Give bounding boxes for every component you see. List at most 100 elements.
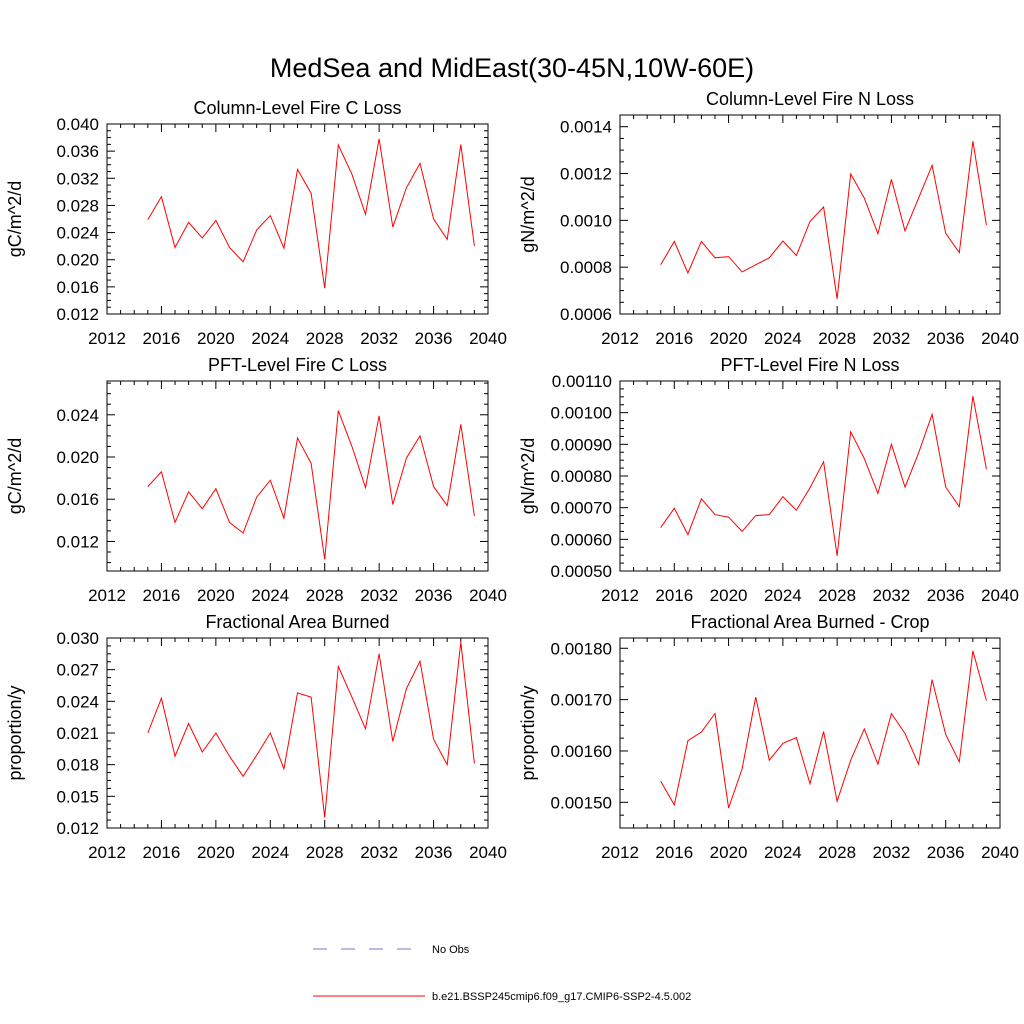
y-tick-label: 0.024 bbox=[56, 406, 99, 425]
x-tick-label: 2016 bbox=[143, 586, 181, 605]
x-tick-label: 2028 bbox=[306, 586, 344, 605]
x-tick-label: 2028 bbox=[818, 329, 856, 348]
x-tick-label: 2032 bbox=[873, 329, 911, 348]
y-tick-label: 0.024 bbox=[56, 224, 99, 243]
y-tick-label: 0.015 bbox=[56, 787, 99, 806]
y-axis-label: gC/m^2/d bbox=[5, 438, 25, 514]
series-line bbox=[660, 396, 987, 556]
x-tick-label: 2016 bbox=[143, 843, 181, 862]
x-tick-label: 2020 bbox=[197, 586, 235, 605]
y-tick-label: 0.0006 bbox=[560, 305, 612, 324]
y-tick-label: 0.00050 bbox=[551, 562, 612, 581]
x-tick-label: 2016 bbox=[143, 329, 181, 348]
x-tick-label: 2012 bbox=[88, 586, 126, 605]
y-axis-label: gC/m^2/d bbox=[5, 181, 25, 257]
y-tick-label: 0.028 bbox=[56, 196, 99, 215]
x-tick-label: 2036 bbox=[415, 843, 453, 862]
y-tick-label: 0.012 bbox=[56, 819, 99, 838]
series-line bbox=[147, 642, 475, 818]
chart-panel: PFT-Level Fire C Loss gC/m^2/d 2012 2016 202… bbox=[5, 355, 507, 605]
y-tick-label: 0.016 bbox=[56, 490, 99, 509]
plot-frame bbox=[619, 637, 1001, 829]
chart-panel: Column-Level Fire N Loss gN/m^2/d 2012 2016… bbox=[518, 89, 1019, 348]
y-tick-label: 0.012 bbox=[56, 532, 99, 551]
x-tick-label: 2032 bbox=[360, 586, 398, 605]
x-tick-label: 2020 bbox=[710, 586, 748, 605]
chart-title: Column-Level Fire C Loss bbox=[193, 98, 401, 118]
y-tick-label: 0.00070 bbox=[551, 499, 612, 518]
y-tick-label: 0.00180 bbox=[551, 639, 612, 658]
y-tick-label: 0.00160 bbox=[551, 742, 612, 761]
x-tick-label: 2016 bbox=[655, 843, 693, 862]
chart-panel: Fractional Area Burned proportion/y 2012 20… bbox=[5, 612, 507, 862]
x-tick-label: 2024 bbox=[764, 586, 802, 605]
y-tick-label: 0.0010 bbox=[560, 211, 612, 230]
y-tick-label: 0.0014 bbox=[560, 118, 612, 137]
chart-panels: Column-Level Fire C Loss gC/m^2/d 2012 2016… bbox=[5, 89, 1019, 862]
x-tick-label: 2036 bbox=[415, 586, 453, 605]
y-tick-label: 0.027 bbox=[56, 661, 99, 680]
figure-title: MedSea and MidEast(30-45N,10W-60E) bbox=[270, 53, 754, 83]
chart-title: PFT-Level Fire C Loss bbox=[208, 355, 387, 375]
chart-title: Column-Level Fire N Loss bbox=[706, 89, 914, 109]
legend: No Obs b.e21.BSSP245cmip6.f09_g17.CMIP6-… bbox=[313, 944, 691, 1003]
x-tick-label: 2020 bbox=[710, 843, 748, 862]
x-tick-label: 2028 bbox=[818, 586, 856, 605]
chart-title: Fractional Area Burned - Crop bbox=[690, 612, 929, 632]
series-line bbox=[660, 650, 987, 809]
x-tick-label: 2032 bbox=[873, 586, 911, 605]
x-tick-label: 2016 bbox=[655, 329, 693, 348]
legend-model-label: b.e21.BSSP245cmip6.f09_g17.CMIP6-SSP2-4.… bbox=[432, 991, 691, 1003]
plot-frame bbox=[106, 637, 489, 829]
y-tick-label: 0.00150 bbox=[551, 793, 612, 812]
y-tick-label: 0.0008 bbox=[560, 258, 612, 277]
y-tick-label: 0.036 bbox=[56, 142, 99, 161]
y-tick-label: 0.00060 bbox=[551, 530, 612, 549]
x-tick-label: 2020 bbox=[710, 329, 748, 348]
x-tick-label: 2036 bbox=[927, 329, 965, 348]
series-line bbox=[660, 141, 987, 299]
x-tick-label: 2040 bbox=[981, 329, 1019, 348]
y-tick-label: 0.00100 bbox=[551, 404, 612, 423]
series-line bbox=[147, 138, 475, 289]
x-tick-label: 2020 bbox=[197, 329, 235, 348]
y-tick-label: 0.00080 bbox=[551, 467, 612, 486]
plot-frame bbox=[619, 114, 1001, 315]
x-tick-label: 2012 bbox=[88, 843, 126, 862]
chart-panel: Fractional Area Burned - Crop proportion/… bbox=[518, 612, 1019, 862]
x-tick-label: 2028 bbox=[818, 843, 856, 862]
chart-title: PFT-Level Fire N Loss bbox=[720, 355, 899, 375]
y-axis-label: proportion/y bbox=[518, 685, 538, 780]
x-tick-label: 2024 bbox=[251, 329, 289, 348]
x-tick-label: 2040 bbox=[469, 329, 507, 348]
x-tick-label: 2024 bbox=[764, 843, 802, 862]
chart-panel: PFT-Level Fire N Loss gN/m^2/d 2012 2016 202… bbox=[518, 355, 1019, 605]
y-tick-label: 0.00110 bbox=[552, 372, 612, 391]
y-tick-label: 0.040 bbox=[56, 115, 99, 134]
x-tick-label: 2032 bbox=[360, 329, 398, 348]
y-tick-label: 0.021 bbox=[56, 724, 99, 743]
plot-frame bbox=[619, 380, 1001, 572]
y-axis-label: gN/m^2/d bbox=[518, 176, 538, 252]
x-tick-label: 2012 bbox=[88, 329, 126, 348]
x-tick-label: 2024 bbox=[251, 843, 289, 862]
x-tick-label: 2028 bbox=[306, 329, 344, 348]
y-tick-label: 0.0012 bbox=[560, 165, 612, 184]
x-tick-label: 2020 bbox=[197, 843, 235, 862]
x-tick-label: 2032 bbox=[360, 843, 398, 862]
x-tick-label: 2024 bbox=[764, 329, 802, 348]
x-tick-label: 2036 bbox=[927, 843, 965, 862]
y-tick-label: 0.016 bbox=[56, 278, 99, 297]
y-tick-label: 0.00170 bbox=[551, 691, 612, 710]
y-axis-label: gN/m^2/d bbox=[518, 438, 538, 514]
x-tick-label: 2036 bbox=[927, 586, 965, 605]
x-tick-label: 2040 bbox=[981, 586, 1019, 605]
x-tick-label: 2040 bbox=[469, 586, 507, 605]
y-tick-label: 0.00090 bbox=[551, 435, 612, 454]
x-tick-label: 2036 bbox=[415, 329, 453, 348]
chart-title: Fractional Area Burned bbox=[205, 612, 389, 632]
plot-frame bbox=[106, 123, 489, 315]
y-tick-label: 0.018 bbox=[56, 756, 99, 775]
y-tick-label: 0.024 bbox=[56, 692, 99, 711]
